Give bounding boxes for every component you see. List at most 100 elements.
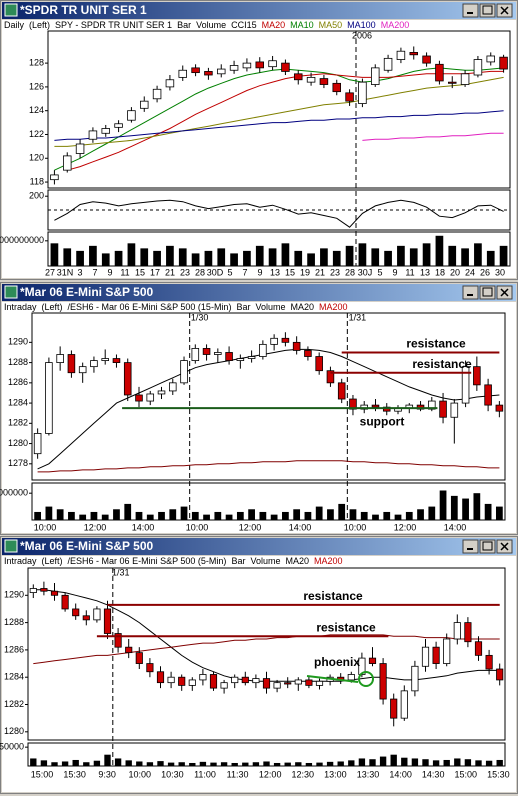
candle-body — [135, 652, 143, 664]
candle-body — [259, 343, 267, 357]
volume-bar — [45, 506, 53, 520]
y-tick-label: 1282 — [8, 418, 28, 428]
candle-body — [485, 654, 493, 670]
header-item: MA20 — [262, 20, 286, 30]
icon — [500, 288, 509, 297]
y-tick-label: 128 — [29, 57, 44, 67]
candle-body — [281, 337, 290, 343]
volume-bar — [443, 759, 450, 766]
icon — [482, 541, 493, 551]
candle-body — [273, 682, 281, 689]
candle-body — [199, 674, 207, 681]
minimize-button[interactable] — [462, 539, 479, 554]
candle-body — [63, 155, 72, 171]
x-tick-label: 13:00 — [324, 769, 347, 779]
volume-bar — [255, 245, 264, 266]
x-tick-label: 21 — [165, 267, 175, 277]
volume-bar — [295, 762, 302, 766]
date-marker-label: 2006 — [352, 30, 372, 40]
volume-bar — [390, 754, 397, 766]
candle-body — [146, 393, 155, 402]
candle-body — [112, 358, 121, 363]
candle-body — [484, 384, 492, 406]
volume-bar — [358, 243, 367, 266]
moving-average — [362, 132, 504, 141]
header-item: Intraday — [4, 302, 37, 312]
candle-body — [360, 404, 369, 410]
volume-bar — [450, 495, 458, 520]
candle-body — [78, 366, 87, 374]
volume-bar — [204, 250, 213, 266]
panel-frame — [47, 231, 511, 267]
y-tick-label: 118 — [30, 176, 44, 186]
candle-body — [157, 390, 166, 395]
y-tick-label: 1288 — [8, 357, 28, 367]
x-tick-label: 11:00 — [194, 769, 216, 779]
volume-bar — [76, 250, 84, 266]
candle-body — [50, 174, 59, 181]
volume-bar — [61, 761, 69, 766]
volume-bar — [384, 250, 392, 266]
volume-bar — [146, 762, 154, 766]
volume-bar — [454, 758, 461, 766]
candle-body — [435, 63, 444, 82]
candle-body — [146, 663, 154, 673]
candle-body — [242, 62, 252, 69]
x-tick-label: 9 — [392, 267, 397, 277]
candle-body — [473, 59, 483, 76]
volume-bar — [178, 762, 185, 766]
header-item: Bar — [231, 556, 245, 566]
volume-bar — [268, 248, 277, 266]
candle-body — [103, 608, 112, 634]
panel-frame — [31, 482, 506, 521]
candle-body — [45, 362, 53, 434]
candle-body — [29, 588, 37, 593]
header-item: MA20 — [290, 302, 314, 312]
volume-bar — [153, 250, 161, 266]
candle-body — [247, 356, 256, 359]
x-tick-label: 14:00 — [444, 522, 467, 532]
volume-bar — [383, 511, 391, 520]
candle-body — [332, 82, 341, 93]
volume-bar — [428, 506, 436, 520]
volume-bar — [136, 761, 143, 766]
x-tick-label: 11 — [120, 267, 129, 277]
x-tick-label: 14:00 — [389, 769, 412, 779]
x-tick-label: 30D — [207, 267, 224, 277]
candle-body — [349, 398, 357, 410]
candle-body — [461, 366, 470, 404]
minimize-button[interactable] — [462, 285, 479, 300]
minimize-button[interactable] — [462, 3, 479, 18]
candle-body — [284, 682, 292, 685]
volume-bar — [316, 762, 323, 766]
volume-bar — [486, 250, 495, 266]
volume-bar — [114, 250, 123, 266]
header-item: Bar — [236, 302, 250, 312]
candle-body — [167, 676, 175, 684]
candle-body — [82, 615, 90, 621]
candle-body — [168, 382, 177, 392]
volume-bar — [157, 761, 164, 766]
window-icon — [4, 3, 18, 17]
volume-bar — [369, 759, 376, 766]
candle-body — [188, 679, 196, 686]
x-tick-label: 24 — [465, 267, 475, 277]
header-item: Volume — [250, 556, 280, 566]
header-item: Bar — [177, 20, 191, 30]
volume-bar — [485, 760, 493, 766]
volume-bar — [305, 762, 313, 766]
volume-bar — [405, 511, 413, 520]
candle-body — [252, 678, 260, 684]
volume-bar — [72, 759, 79, 766]
volume-bar — [422, 759, 429, 766]
x-tick-label: 12:00 — [239, 522, 262, 532]
x-tick-label: 12:00 — [259, 769, 282, 779]
volume-bar — [372, 514, 379, 520]
candle-body — [368, 657, 377, 664]
x-tick-label: 15:30 — [487, 769, 510, 779]
volume-bar — [409, 248, 418, 266]
volume-bar — [348, 760, 355, 766]
candle-body — [33, 433, 42, 455]
x-tick-label: 9:30 — [98, 769, 116, 779]
volume-bar — [270, 514, 278, 520]
